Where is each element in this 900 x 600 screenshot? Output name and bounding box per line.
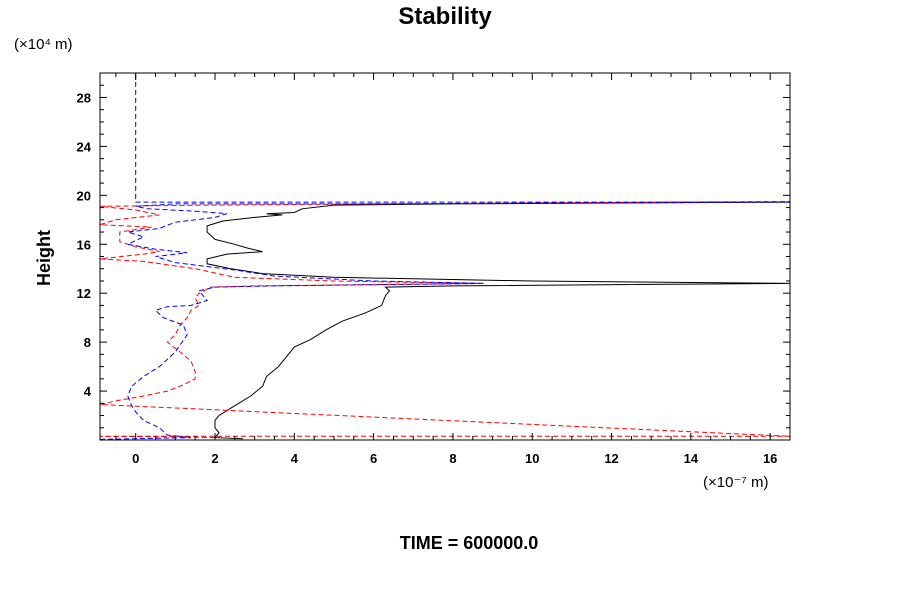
x-tick-label: 4 (291, 451, 299, 466)
x-tick-label: 8 (449, 451, 456, 466)
x-tick-label: 12 (604, 451, 618, 466)
series-line-3 (100, 73, 790, 440)
y-unit-label: (×10⁴ m) (14, 36, 73, 53)
y-axis-label: Height (34, 230, 54, 286)
x-unit-label: (×10⁻⁷ m) (703, 474, 768, 491)
series-layer (100, 73, 790, 440)
chart-title: Stability (398, 3, 492, 30)
plot-frame (99, 72, 791, 441)
y-tick-label: 28 (77, 90, 91, 105)
y-tick-label: 4 (84, 384, 92, 399)
y-tick-label: 12 (77, 286, 91, 301)
x-tick-label: 2 (211, 451, 218, 466)
y-tick-label: 20 (77, 188, 91, 203)
series-line-1 (206, 201, 790, 440)
x-tick-label: 6 (370, 451, 377, 466)
y-tick-label: 16 (77, 237, 91, 252)
y-tick-label: 8 (84, 335, 91, 350)
y-tick-label: 24 (77, 139, 92, 154)
x-tick-label: 16 (763, 451, 777, 466)
x-tick-label: 14 (684, 451, 699, 466)
time-footer: TIME = 600000.0 (400, 533, 539, 553)
x-tick-label: 0 (132, 451, 139, 466)
series-line-2 (100, 200, 790, 439)
x-tick-label: 10 (525, 451, 539, 466)
